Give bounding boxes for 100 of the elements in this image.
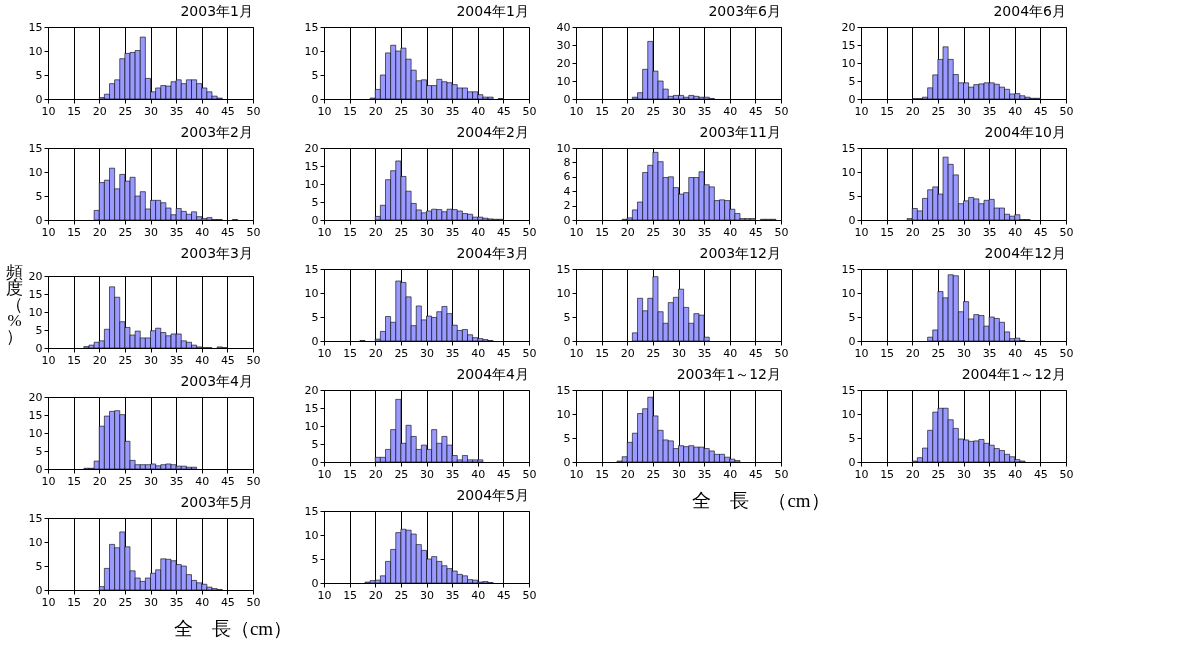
x-tick-label: 25 <box>118 474 133 488</box>
y-tick-label: 10 <box>841 165 856 179</box>
y-tick-label: 0 <box>848 92 856 106</box>
y-tick-label: 15 <box>28 511 43 525</box>
x-tick-label: 45 <box>748 104 763 118</box>
x-tick-label: 35 <box>982 346 997 360</box>
y-tick-label: 10 <box>556 74 571 88</box>
y-tick-label: 10 <box>841 286 856 300</box>
y-tick-label: 0 <box>35 341 43 355</box>
x-tick-label: 45 <box>1033 225 1048 239</box>
x-tick-label: 40 <box>1008 104 1023 118</box>
y-tick-label: 30 <box>556 38 571 52</box>
x-tick-label: 35 <box>982 225 997 239</box>
y-tick-label: 10 <box>28 165 43 179</box>
x-tick-label: 35 <box>697 104 712 118</box>
x-tick-label: 40 <box>471 588 486 602</box>
x-tick-label: 40 <box>723 225 738 239</box>
y-tick-label: 5 <box>35 444 43 458</box>
x-tick-label: 40 <box>471 346 486 360</box>
x-tick-label: 25 <box>646 104 661 118</box>
x-tick-label: 15 <box>880 225 895 239</box>
y-tick-label: 15 <box>304 504 319 518</box>
x-tick-label: 40 <box>471 225 486 239</box>
y-tick-label: 15 <box>841 141 856 155</box>
x-tick-label: 20 <box>620 225 635 239</box>
x-tick-label: 30 <box>672 346 686 360</box>
x-tick-label: 45 <box>220 474 235 488</box>
x-tick-label: 25 <box>931 467 946 481</box>
x-tick-label: 35 <box>445 225 460 239</box>
y-axis-title: 頻度（%） <box>6 262 23 346</box>
chart-title: 2003年4月 <box>180 373 253 389</box>
chart-title: 2004年1～12月 <box>961 366 1066 382</box>
x-tick-label: 45 <box>1033 467 1048 481</box>
x-tick-label: 45 <box>496 104 511 118</box>
x-tick-label: 20 <box>368 225 383 239</box>
x-tick-label: 15 <box>67 104 82 118</box>
x-tick-label: 20 <box>905 467 920 481</box>
x-tick-label: 20 <box>905 104 920 118</box>
x-tick-label: 30 <box>957 346 971 360</box>
y-tick-label: 5 <box>311 437 319 451</box>
x-tick-label: 50 <box>522 588 537 602</box>
chart-title: 2004年2月 <box>456 124 529 140</box>
y-tick-label: 10 <box>841 407 856 421</box>
chart-title: 2003年6月 <box>708 3 781 19</box>
x-tick-label: 35 <box>697 225 712 239</box>
x-tick-label: 15 <box>343 346 358 360</box>
x-tick-label: 35 <box>169 595 184 609</box>
x-tick-label: 20 <box>368 588 383 602</box>
x-tick-label: 40 <box>195 595 210 609</box>
y-tick-label: 5 <box>35 323 43 337</box>
y-tick-label: 5 <box>848 189 856 203</box>
x-tick-label: 45 <box>220 353 235 367</box>
x-axis-title: 全 長 （cm） <box>692 489 830 511</box>
x-tick-label: 35 <box>697 467 712 481</box>
x-tick-label: 30 <box>957 467 971 481</box>
x-tick-label: 30 <box>672 225 686 239</box>
x-tick-label: 40 <box>195 474 210 488</box>
y-tick-label: 15 <box>556 262 571 276</box>
chart-title: 2004年5月 <box>456 487 529 503</box>
y-tick-label: 5 <box>311 310 319 324</box>
x-tick-label: 30 <box>144 474 158 488</box>
x-tick-label: 15 <box>595 104 610 118</box>
y-tick-label: 10 <box>28 426 43 440</box>
x-tick-label: 25 <box>394 104 409 118</box>
x-tick-label: 50 <box>774 104 789 118</box>
x-tick-label: 35 <box>982 467 997 481</box>
y-tick-label: 5 <box>35 559 43 573</box>
x-tick-label: 25 <box>394 588 409 602</box>
x-tick-label: 35 <box>169 474 184 488</box>
y-tick-label: 8 <box>563 155 571 169</box>
y-tick-label: 5 <box>848 431 856 445</box>
x-tick-label: 15 <box>595 346 610 360</box>
x-tick-label: 15 <box>67 595 82 609</box>
x-tick-label: 40 <box>723 104 738 118</box>
x-tick-label: 25 <box>931 346 946 360</box>
x-tick-label: 30 <box>957 225 971 239</box>
y-tick-label: 40 <box>556 20 571 34</box>
x-tick-label: 50 <box>522 104 537 118</box>
x-tick-label: 45 <box>748 225 763 239</box>
x-tick-label: 25 <box>394 346 409 360</box>
x-tick-label: 25 <box>931 225 946 239</box>
y-tick-label: 10 <box>304 44 319 58</box>
x-tick-label: 40 <box>195 225 210 239</box>
x-tick-label: 15 <box>343 588 358 602</box>
x-tick-label: 30 <box>420 346 434 360</box>
chart-title: 2004年3月 <box>456 245 529 261</box>
x-tick-label: 20 <box>905 225 920 239</box>
x-tick-label: 20 <box>92 474 107 488</box>
y-tick-label: 5 <box>311 195 319 209</box>
x-tick-label: 15 <box>880 467 895 481</box>
x-tick-label: 25 <box>118 225 133 239</box>
x-tick-label: 15 <box>67 225 82 239</box>
y-tick-label: 20 <box>841 20 856 34</box>
x-tick-label: 40 <box>195 104 210 118</box>
y-tick-label: 20 <box>28 269 43 283</box>
x-tick-label: 30 <box>144 104 158 118</box>
x-tick-label: 20 <box>92 353 107 367</box>
x-tick-label: 20 <box>368 346 383 360</box>
x-tick-label: 30 <box>144 225 158 239</box>
y-tick-label: 15 <box>304 20 319 34</box>
